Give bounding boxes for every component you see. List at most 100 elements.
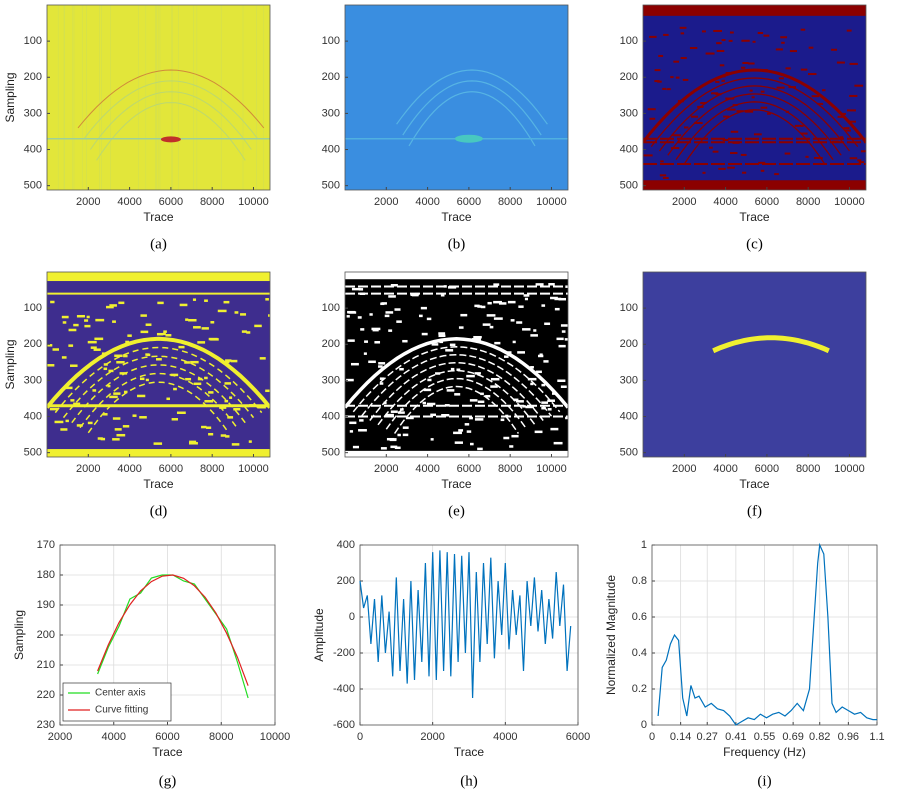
image-texture: [347, 310, 356, 314]
image-texture: [474, 372, 481, 375]
image-texture: [431, 343, 439, 346]
image-texture: [397, 433, 401, 437]
image-texture: [554, 307, 560, 311]
image-texture: [472, 337, 481, 341]
y-tick-label: 400: [24, 410, 42, 422]
image-texture: [402, 433, 409, 437]
image-texture: [369, 313, 373, 316]
image-texture: [489, 325, 494, 329]
image-texture: [103, 363, 108, 366]
image-feature: [396, 69, 548, 125]
image-texture: [757, 32, 764, 35]
image-texture: [727, 166, 735, 169]
image-texture: [564, 338, 568, 341]
image-texture: [170, 373, 179, 377]
panel: 2000 4000 6000 8000 10000 100 200 300 400 500 Trac…: [620, 271, 867, 519]
image-texture: [112, 417, 121, 420]
image-texture: [474, 418, 484, 421]
image-texture: [849, 157, 858, 160]
image-texture: [61, 356, 67, 359]
image-texture: [785, 67, 791, 70]
image-texture: [763, 34, 770, 37]
x-tick-label: 2000: [420, 731, 444, 743]
x-tick-label: 6000: [159, 196, 183, 208]
image-texture: [507, 351, 512, 354]
image-texture: [254, 324, 262, 328]
image-texture: [189, 440, 197, 444]
image-texture: [95, 318, 105, 322]
image-texture: [700, 102, 707, 105]
image-texture: [109, 304, 117, 307]
x-axis-label: Trace: [143, 210, 174, 224]
image-texture: [350, 362, 359, 366]
image-texture: [448, 286, 457, 289]
image-texture: [208, 391, 214, 394]
x-tick-label: 0.41: [725, 731, 746, 743]
image-texture: [73, 323, 79, 327]
image-texture: [108, 369, 114, 373]
image-texture: [523, 294, 530, 297]
image-texture: [560, 385, 567, 388]
y-tick-label: 500: [24, 447, 42, 459]
image-feature: [96, 102, 246, 161]
image-texture: [561, 330, 566, 333]
image-texture: [680, 57, 687, 60]
image-texture: [458, 326, 464, 329]
image-texture: [396, 320, 402, 323]
image-texture: [185, 318, 189, 321]
image-texture: [486, 314, 496, 317]
image-texture: [257, 405, 266, 409]
image-feature: [643, 5, 866, 16]
axes-box: [344, 4, 569, 191]
panel: 2000 4000 6000 8000 10000 170 180 190 200 210 220 2…: [12, 539, 290, 790]
image-texture: [538, 354, 544, 358]
image-texture: [388, 329, 393, 332]
x-tick-label: 8000: [796, 196, 820, 208]
image-texture: [230, 359, 238, 363]
y-tick-label: 170: [37, 539, 55, 551]
axes-box: [642, 271, 867, 458]
image-texture: [662, 87, 666, 90]
image-texture: [672, 134, 682, 137]
x-axis-label: Trace: [441, 477, 472, 491]
image-texture: [119, 372, 128, 375]
image-texture: [49, 407, 59, 411]
image-texture: [846, 109, 856, 112]
image-texture: [740, 153, 747, 156]
image-texture: [558, 297, 567, 301]
image-texture: [470, 442, 474, 446]
axes-box: [59, 544, 276, 726]
image-texture: [454, 393, 461, 396]
image: [47, 5, 270, 190]
image-texture: [206, 426, 212, 429]
image-texture: [352, 445, 360, 449]
image-texture: [469, 416, 473, 420]
image-texture: [176, 411, 186, 415]
image-texture: [438, 332, 446, 335]
image-texture: [140, 330, 149, 334]
image-texture: [800, 28, 806, 31]
image-texture: [670, 76, 674, 79]
image-texture: [197, 341, 206, 344]
image-texture: [719, 64, 725, 67]
image-texture: [363, 352, 367, 355]
image-feature: [47, 336, 270, 409]
image-feature: [408, 91, 536, 147]
image-texture: [173, 387, 177, 391]
image-texture: [127, 334, 132, 337]
image-texture: [534, 430, 543, 434]
image-bg: [47, 5, 270, 190]
image-texture: [445, 349, 454, 352]
x-tick-label: 8000: [209, 731, 233, 743]
image-texture: [201, 327, 209, 330]
image-texture: [179, 303, 188, 307]
axes-box: [46, 271, 271, 458]
x-tick-label: 0.82: [809, 731, 830, 743]
image-texture: [512, 340, 516, 344]
image-texture: [713, 29, 722, 32]
x-tick-label: 6000: [159, 463, 183, 475]
image-texture: [845, 129, 851, 132]
image-texture: [241, 404, 250, 408]
image-texture: [122, 425, 130, 428]
